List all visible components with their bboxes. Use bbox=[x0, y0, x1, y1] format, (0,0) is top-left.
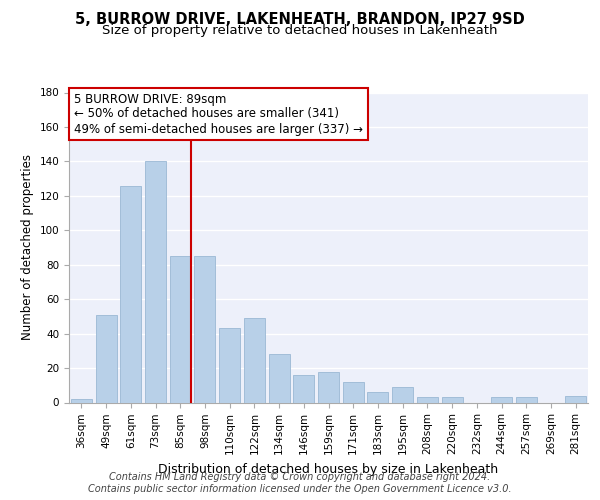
Bar bbox=[491, 398, 512, 402]
Bar bbox=[565, 396, 586, 402]
Bar bbox=[219, 328, 240, 402]
Bar bbox=[516, 398, 537, 402]
Text: Size of property relative to detached houses in Lakenheath: Size of property relative to detached ho… bbox=[102, 24, 498, 37]
X-axis label: Distribution of detached houses by size in Lakenheath: Distribution of detached houses by size … bbox=[158, 462, 499, 475]
Bar bbox=[170, 256, 191, 402]
Bar bbox=[442, 398, 463, 402]
Bar bbox=[194, 256, 215, 402]
Bar bbox=[120, 186, 141, 402]
Bar bbox=[145, 162, 166, 402]
Bar bbox=[244, 318, 265, 402]
Bar bbox=[318, 372, 339, 402]
Bar bbox=[269, 354, 290, 403]
Bar bbox=[293, 375, 314, 402]
Bar bbox=[417, 398, 438, 402]
Y-axis label: Number of detached properties: Number of detached properties bbox=[21, 154, 34, 340]
Bar bbox=[392, 387, 413, 402]
Bar bbox=[343, 382, 364, 402]
Text: 5 BURROW DRIVE: 89sqm
← 50% of detached houses are smaller (341)
49% of semi-det: 5 BURROW DRIVE: 89sqm ← 50% of detached … bbox=[74, 92, 363, 136]
Bar bbox=[367, 392, 388, 402]
Text: 5, BURROW DRIVE, LAKENHEATH, BRANDON, IP27 9SD: 5, BURROW DRIVE, LAKENHEATH, BRANDON, IP… bbox=[75, 12, 525, 28]
Bar bbox=[71, 399, 92, 402]
Text: Contains HM Land Registry data © Crown copyright and database right 2024.
Contai: Contains HM Land Registry data © Crown c… bbox=[88, 472, 512, 494]
Bar bbox=[95, 314, 116, 402]
